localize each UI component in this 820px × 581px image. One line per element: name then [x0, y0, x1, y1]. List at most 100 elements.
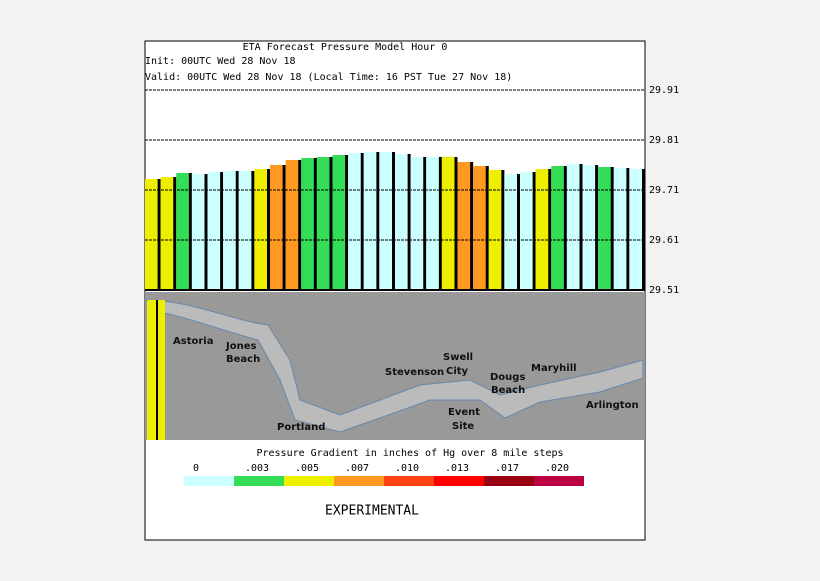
legend-swatch: [484, 476, 534, 486]
title: ETA Forecast Pressure Model Hour 0: [243, 42, 448, 53]
map-label: Arlington: [586, 400, 639, 411]
legend-label: .005: [295, 463, 319, 474]
bar: [551, 166, 567, 290]
legend-label: .020: [545, 463, 569, 474]
init-line: Init: 00UTC Wed 28 Nov 18: [145, 56, 296, 67]
bar-separator: [579, 164, 583, 290]
bar-separator: [376, 152, 380, 290]
bar: [223, 171, 239, 290]
bar-separator: [454, 157, 458, 290]
map-label: Jones: [225, 341, 256, 352]
map-label: Swell: [443, 352, 473, 363]
legend-swatch: [234, 476, 284, 486]
bar-separator: [642, 169, 645, 290]
bar: [520, 172, 536, 290]
y-tick-label: 29.81: [649, 135, 679, 146]
bar-separator: [188, 173, 192, 290]
bar-separator: [563, 166, 567, 290]
bar: [582, 165, 599, 290]
bar: [301, 158, 317, 290]
bar-separator: [548, 169, 552, 290]
valid-line: Valid: 00UTC Wed 28 Nov 18 (Local Time: …: [145, 72, 512, 83]
legend-swatch: [284, 476, 334, 486]
footer: EXPERIMENTAL: [325, 504, 419, 519]
bar: [207, 172, 224, 290]
bar-separator: [267, 169, 270, 290]
bar: [145, 179, 161, 290]
bar: [285, 160, 302, 290]
legend-swatch: [534, 476, 584, 486]
bar-separator: [298, 160, 302, 290]
map-label: Astoria: [173, 336, 213, 347]
bar: [348, 153, 364, 290]
bar-separator: [282, 165, 286, 290]
y-tick-label: 29.61: [649, 235, 679, 246]
bar-separator: [251, 171, 255, 290]
legend-label: .013: [445, 463, 469, 474]
bar-separator: [329, 157, 333, 290]
legend-label: .003: [245, 463, 269, 474]
legend-title: Pressure Gradient in inches of Hg over 8…: [256, 448, 563, 459]
map-label: Beach: [491, 385, 525, 396]
bar: [238, 171, 255, 290]
bar: [316, 157, 333, 290]
legend-label: .010: [395, 463, 419, 474]
bar-separator: [407, 154, 411, 290]
bar: [363, 152, 380, 290]
bar: [160, 177, 177, 290]
map-label: Portland: [277, 422, 325, 433]
bar-separator: [595, 165, 599, 290]
river: [143, 299, 644, 433]
map-label: Stevenson: [385, 367, 444, 378]
bar: [613, 168, 630, 290]
y-tick-label: 29.91: [649, 85, 679, 96]
bar: [488, 170, 505, 290]
bar: [504, 174, 520, 290]
bar: [270, 165, 286, 290]
bar-separator: [360, 153, 364, 290]
legend-swatch: [434, 476, 484, 486]
bar: [395, 154, 411, 290]
bar-separator: [423, 157, 427, 290]
bar-separator: [470, 162, 474, 290]
bar: [379, 152, 395, 290]
bar-separator: [392, 152, 395, 290]
y-tick-label: 29.51: [649, 285, 679, 296]
bar-separator: [235, 171, 239, 290]
bar-separator: [313, 158, 317, 290]
bar-separator: [204, 174, 208, 290]
bar: [254, 169, 270, 290]
legend-label: 0: [193, 463, 199, 474]
map-label: City: [446, 366, 469, 377]
y-tick-label: 29.71: [649, 185, 679, 196]
bar: [191, 174, 208, 290]
bar: [566, 164, 583, 290]
map-label: Beach: [226, 354, 260, 365]
legend-label: .017: [495, 463, 519, 474]
bar-separator: [345, 155, 349, 290]
bar-separator: [173, 177, 177, 290]
map-label: Maryhill: [531, 363, 577, 374]
bar: [629, 169, 645, 290]
legend-swatch: [384, 476, 434, 486]
bar: [332, 155, 349, 290]
bar: [598, 167, 614, 290]
plot: 29.51 29.61 29.71 29.81 29.91: [145, 85, 679, 296]
legend-swatch: [334, 476, 384, 486]
bar-separator: [485, 166, 489, 290]
legend: 0 .003 .005 .007 .010 .013 .017 .020: [184, 463, 584, 486]
bar: [535, 169, 552, 290]
bar-separator: [517, 174, 520, 290]
bar: [457, 162, 474, 290]
legend-label: .007: [345, 463, 369, 474]
map-label: Site: [452, 421, 474, 432]
map-label: Dougs: [490, 372, 525, 383]
bar-separator: [626, 168, 630, 290]
bar-separator: [220, 172, 224, 290]
bar-separator: [157, 179, 161, 290]
bar-separator: [501, 170, 505, 290]
legend-swatch: [184, 476, 234, 486]
bar-separator: [610, 167, 614, 290]
bar: [473, 166, 489, 290]
